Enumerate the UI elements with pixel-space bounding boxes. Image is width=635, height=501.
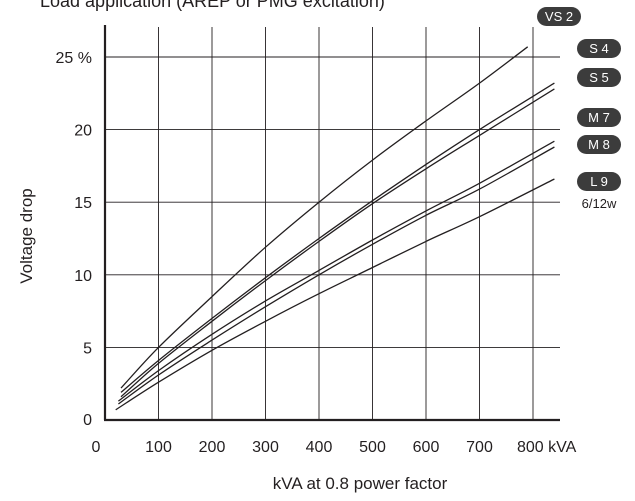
series-badge [577, 172, 621, 191]
series-badge-label: S 5 [589, 70, 609, 85]
winding-note-label: 6/12w [582, 196, 617, 211]
series-badges: VS 2 S 4 S 5 M 7 M 8 L 9 6/12w [537, 7, 621, 211]
y-tick-label: 15 [74, 195, 92, 212]
series-badge [537, 7, 581, 26]
x-tick-label: 500 [359, 439, 386, 456]
x-tick-label: 100 [145, 439, 172, 456]
axes [103, 25, 560, 422]
series-badge [577, 108, 621, 127]
y-axis-label: Voltage drop [17, 188, 36, 284]
x-axis-label: kVA at 0.8 power factor [272, 474, 448, 493]
y-tick-label: 5 [83, 340, 92, 357]
series-badge-label: M 8 [588, 137, 610, 152]
y-tick-label: 25 % [56, 50, 92, 67]
series-badge-label: L 9 [590, 174, 608, 189]
x-tick-label: 200 [199, 439, 226, 456]
y-tick-label: 20 [74, 123, 92, 140]
x-tick-label: 600 [413, 439, 440, 456]
series-line-s-4 [120, 82, 555, 393]
y-tick-label: 10 [74, 268, 92, 285]
chart-title: Load application (AREP or PMG excitation… [40, 0, 385, 11]
series-line-s-5 [120, 88, 555, 398]
series-line-m-8 [118, 146, 555, 405]
tick-labels: 0 100 200 300 400 500 600 700 800 kVA 0 5 10 15 20 25 … [56, 50, 577, 456]
x-tick-label: 400 [306, 439, 333, 456]
series-badge [577, 68, 621, 87]
x-tick-label: 0 [92, 439, 101, 456]
series-line-m-7 [118, 140, 555, 402]
series-badge-label: M 7 [588, 110, 610, 125]
series-badge-label: VS 2 [545, 9, 573, 24]
series-lines [115, 46, 555, 411]
x-tick-label: 700 [466, 439, 493, 456]
y-tick-label: 0 [83, 412, 92, 429]
x-tick-label: 300 [252, 439, 279, 456]
series-line-l-9 [115, 178, 555, 411]
series-line-vs-2 [120, 46, 529, 389]
x-tick-label: 800 kVA [517, 439, 577, 456]
series-badge [577, 135, 621, 154]
series-badge [577, 39, 621, 58]
grid [105, 27, 560, 420]
series-badge-label: S 4 [589, 41, 609, 56]
